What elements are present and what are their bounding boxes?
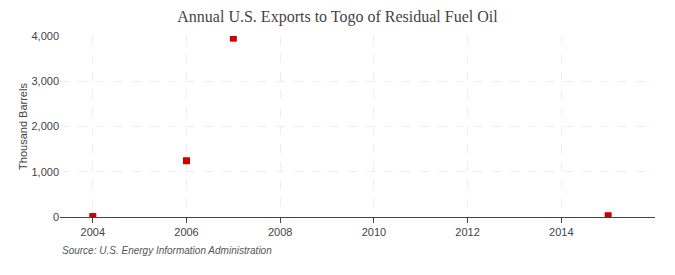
- svg-text:1,000: 1,000: [31, 166, 59, 178]
- svg-text:3,000: 3,000: [31, 75, 59, 87]
- svg-text:2012: 2012: [455, 226, 479, 238]
- svg-text:2006: 2006: [174, 226, 198, 238]
- svg-text:0: 0: [53, 211, 59, 223]
- svg-text:2010: 2010: [362, 226, 386, 238]
- svg-text:2008: 2008: [268, 226, 292, 238]
- svg-text:2014: 2014: [549, 226, 573, 238]
- svg-text:2,000: 2,000: [31, 120, 59, 132]
- svg-text:2004: 2004: [81, 226, 105, 238]
- svg-text:4,000: 4,000: [31, 30, 59, 42]
- svg-text:Annual U.S. Exports to Togo of: Annual U.S. Exports to Togo of Residual …: [177, 8, 498, 26]
- svg-text:Source: U.S. Energy Informatio: Source: U.S. Energy Information Administ…: [62, 245, 272, 256]
- svg-text:Thousand Barrels: Thousand Barrels: [17, 83, 29, 170]
